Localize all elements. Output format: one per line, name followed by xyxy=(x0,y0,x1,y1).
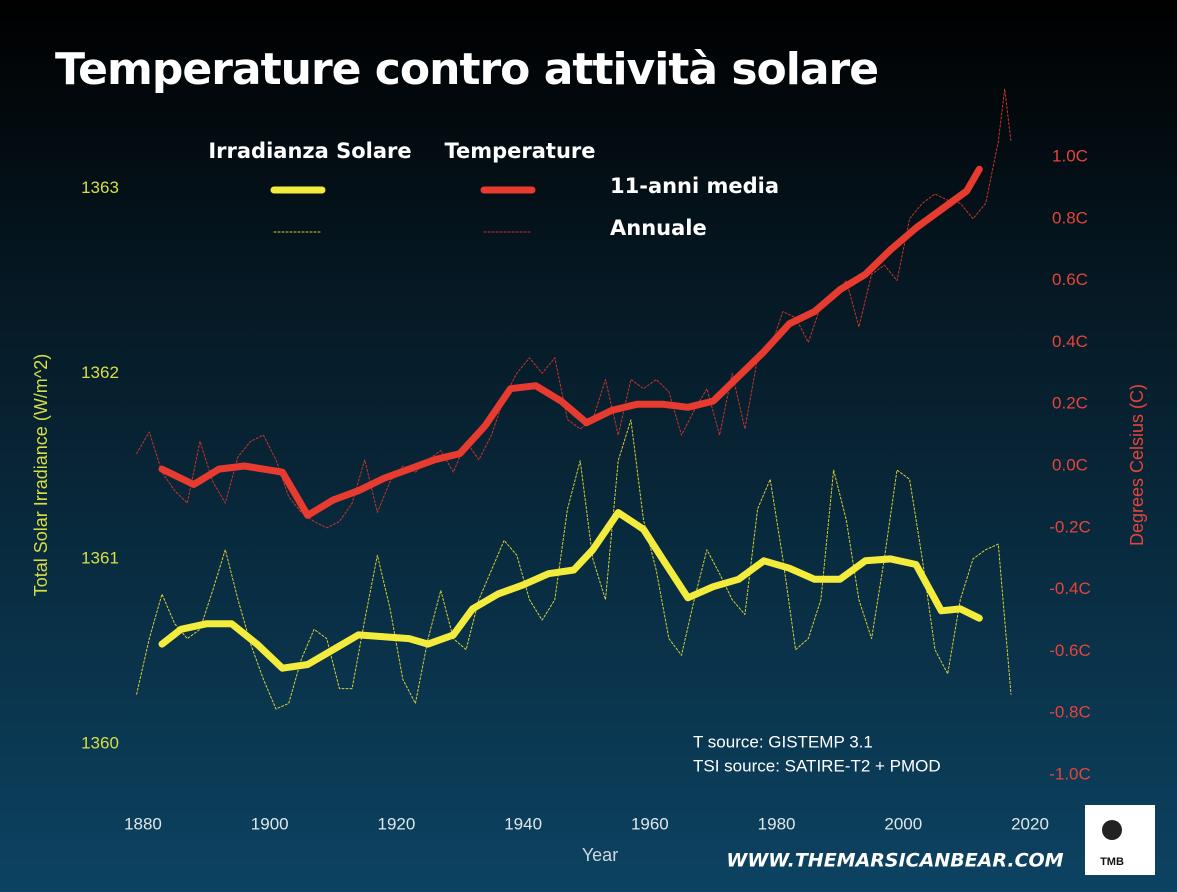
y-tick-label: 1362 xyxy=(81,363,119,382)
y2-tick-label: 0.8C xyxy=(1052,208,1088,227)
y2-tick-label: 0.2C xyxy=(1052,394,1088,413)
x-tick-label: 1880 xyxy=(124,814,162,833)
source-note: T source: GISTEMP 3.1 xyxy=(693,732,873,751)
y2-axis-label: Degrees Celsius (C) xyxy=(1127,384,1147,546)
y-axis-label: Total Solar Irradiance (W/m^2) xyxy=(31,354,51,597)
y2-tick-label: 0.6C xyxy=(1052,270,1088,289)
y2-tick-label: 1.0C xyxy=(1052,146,1088,165)
x-tick-label: 2020 xyxy=(1011,814,1049,833)
y2-tick-label: -1.0C xyxy=(1049,765,1091,784)
legend-column-title: Irradianza Solare xyxy=(208,139,411,163)
chart-title: Temperature contro attività solare xyxy=(55,44,878,95)
y-tick-label: 1361 xyxy=(81,548,119,567)
legend-column-title: Temperature xyxy=(444,139,595,163)
y-tick-label: 1363 xyxy=(81,178,119,197)
x-tick-label: 1920 xyxy=(378,814,416,833)
x-tick-label: 1900 xyxy=(251,814,289,833)
logo-box xyxy=(1085,805,1155,875)
x-axis-label: Year xyxy=(582,845,618,865)
source-note: TSI source: SATIRE-T2 + PMOD xyxy=(693,756,941,775)
y2-tick-label: -0.6C xyxy=(1049,641,1091,660)
series-line xyxy=(158,509,983,672)
y2-tick-label: -0.2C xyxy=(1049,517,1091,536)
x-tick-label: 1980 xyxy=(758,814,796,833)
legend-row-label: Annuale xyxy=(610,216,707,240)
series-line xyxy=(158,165,983,519)
y2-tick-label: -0.8C xyxy=(1049,703,1091,722)
x-tick-label: 1960 xyxy=(631,814,669,833)
series-line xyxy=(136,88,1012,529)
y-tick-label: 1360 xyxy=(81,734,119,753)
logo-text: TMB xyxy=(1100,856,1124,868)
x-tick-label: 2000 xyxy=(884,814,922,833)
series-line xyxy=(136,419,1012,710)
legend-row-label: 11-anni media xyxy=(610,174,779,198)
x-tick-label: 1940 xyxy=(504,814,542,833)
logo-bear xyxy=(1102,820,1122,840)
y2-tick-label: -0.4C xyxy=(1049,579,1091,598)
website: WWW.THEMARSICANBEAR.COM xyxy=(726,850,1063,872)
y2-tick-label: 0.0C xyxy=(1052,455,1088,474)
y2-tick-label: 0.4C xyxy=(1052,332,1088,351)
